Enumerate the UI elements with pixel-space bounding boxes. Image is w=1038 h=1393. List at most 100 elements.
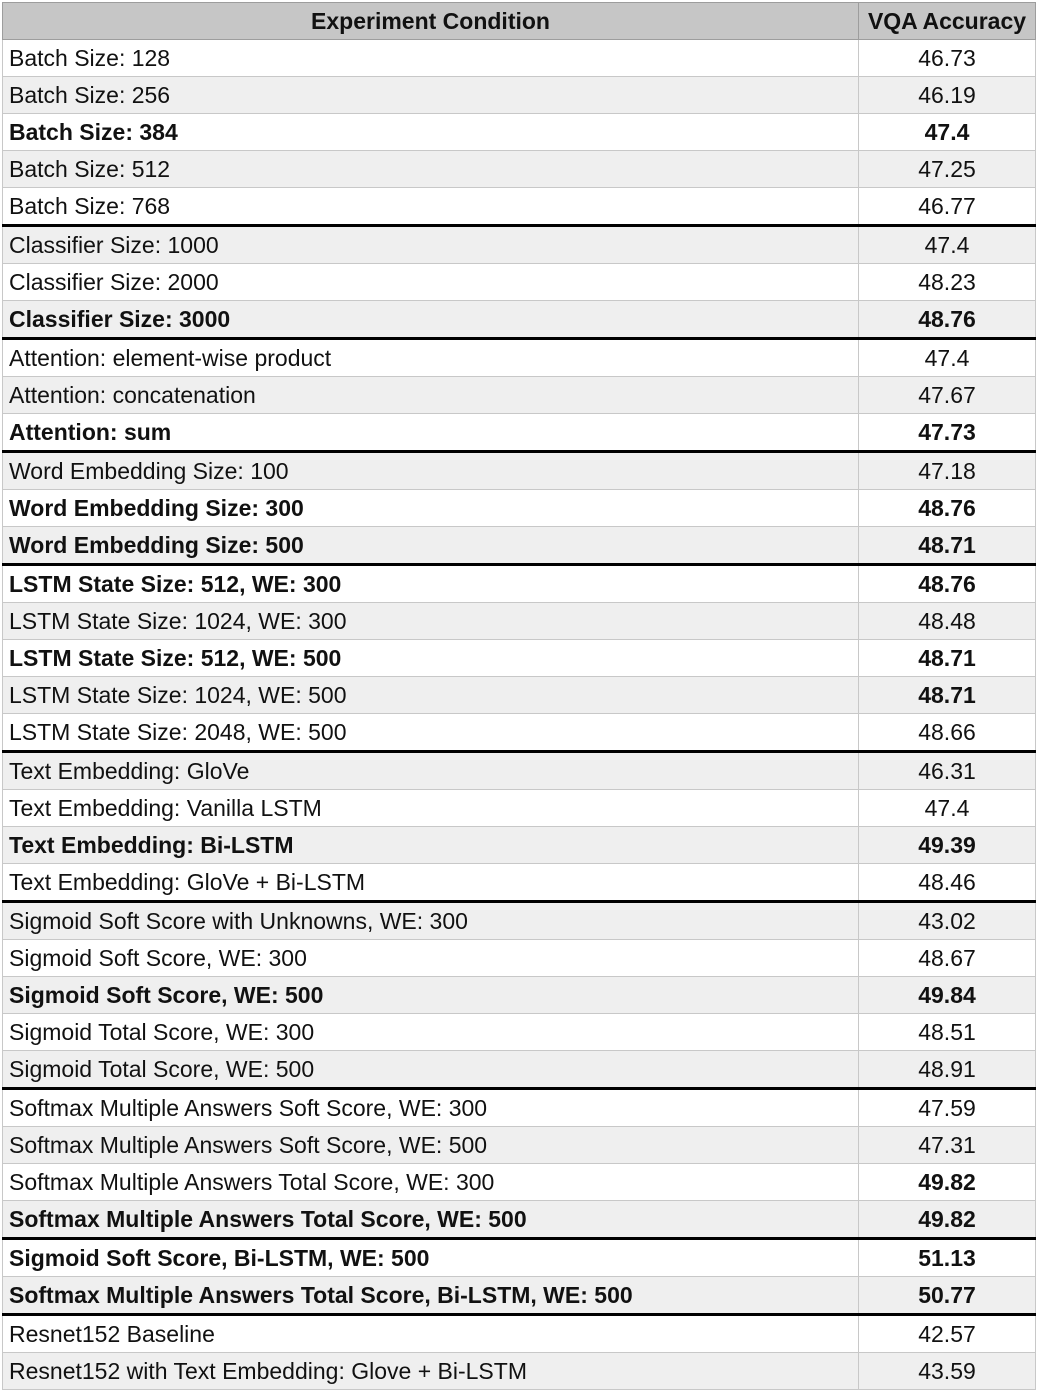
accuracy-cell: 42.57 bbox=[858, 1314, 1036, 1353]
table-row: Sigmoid Total Score, WE: 500 48.91 bbox=[2, 1050, 1036, 1090]
accuracy-cell: 47.59 bbox=[858, 1088, 1036, 1127]
accuracy-cell: 48.71 bbox=[858, 676, 1036, 714]
condition-cell: Batch Size: 384 bbox=[2, 113, 859, 151]
table-row: Sigmoid Soft Score, Bi-LSTM, WE: 500 51.1… bbox=[2, 1238, 1036, 1277]
accuracy-cell: 48.66 bbox=[858, 713, 1036, 753]
table-row: Softmax Multiple Answers Total Score, WE… bbox=[2, 1163, 1036, 1201]
accuracy-cell: 47.73 bbox=[858, 413, 1036, 453]
condition-cell: Resnet152 with Text Embedding: Glove + B… bbox=[2, 1352, 859, 1390]
accuracy-cell: 48.91 bbox=[858, 1050, 1036, 1090]
accuracy-cell: 49.84 bbox=[858, 976, 1036, 1014]
table-row: Sigmoid Soft Score with Unknowns, WE: 30… bbox=[2, 901, 1036, 940]
accuracy-cell: 47.31 bbox=[858, 1126, 1036, 1164]
condition-cell: Sigmoid Soft Score, Bi-LSTM, WE: 500 bbox=[2, 1238, 859, 1277]
condition-cell: LSTM State Size: 512, WE: 300 bbox=[2, 564, 859, 603]
table-row: Classifier Size: 1000 47.4 bbox=[2, 225, 1036, 264]
accuracy-cell: 47.4 bbox=[858, 789, 1036, 827]
accuracy-cell: 47.18 bbox=[858, 451, 1036, 490]
table-row: Word Embedding Size: 100 47.18 bbox=[2, 451, 1036, 490]
condition-cell: LSTM State Size: 1024, WE: 500 bbox=[2, 676, 859, 714]
condition-cell: Resnet152 Baseline bbox=[2, 1314, 859, 1353]
accuracy-cell: 43.02 bbox=[858, 901, 1036, 940]
table-row: Batch Size: 128 46.73 bbox=[2, 39, 1036, 77]
accuracy-cell: 48.76 bbox=[858, 300, 1036, 340]
table-row: Attention: element-wise product 47.4 bbox=[2, 338, 1036, 377]
accuracy-cell: 48.51 bbox=[858, 1013, 1036, 1051]
accuracy-cell: 48.76 bbox=[858, 489, 1036, 527]
condition-cell: Softmax Multiple Answers Total Score, WE… bbox=[2, 1163, 859, 1201]
table-row: Word Embedding Size: 500 48.71 bbox=[2, 526, 1036, 566]
table-row: Batch Size: 768 46.77 bbox=[2, 187, 1036, 227]
table-row: LSTM State Size: 512, WE: 300 48.76 bbox=[2, 564, 1036, 603]
condition-cell: Word Embedding Size: 500 bbox=[2, 526, 859, 566]
table-row: Text Embedding: Bi-LSTM 49.39 bbox=[2, 826, 1036, 864]
table-row: Word Embedding Size: 300 48.76 bbox=[2, 489, 1036, 527]
condition-cell: LSTM State Size: 1024, WE: 300 bbox=[2, 602, 859, 640]
accuracy-cell: 46.19 bbox=[858, 76, 1036, 114]
condition-cell: Sigmoid Soft Score, WE: 300 bbox=[2, 939, 859, 977]
table-row: Resnet152 Baseline 42.57 bbox=[2, 1314, 1036, 1353]
header-row: Experiment Condition VQA Accuracy bbox=[2, 2, 1036, 40]
accuracy-cell: 46.31 bbox=[858, 751, 1036, 790]
table-row: Softmax Multiple Answers Total Score, Bi… bbox=[2, 1276, 1036, 1316]
accuracy-cell: 49.82 bbox=[858, 1163, 1036, 1201]
table-row: Text Embedding: GloVe + Bi-LSTM 48.46 bbox=[2, 863, 1036, 903]
condition-cell: Batch Size: 256 bbox=[2, 76, 859, 114]
accuracy-cell: 46.73 bbox=[858, 39, 1036, 77]
condition-cell: LSTM State Size: 2048, WE: 500 bbox=[2, 713, 859, 753]
table-row: LSTM State Size: 512, WE: 500 48.71 bbox=[2, 639, 1036, 677]
table-row: LSTM State Size: 2048, WE: 500 48.66 bbox=[2, 713, 1036, 753]
condition-cell: Sigmoid Total Score, WE: 500 bbox=[2, 1050, 859, 1090]
condition-cell: Attention: sum bbox=[2, 413, 859, 453]
condition-cell: Text Embedding: Bi-LSTM bbox=[2, 826, 859, 864]
condition-cell: LSTM State Size: 512, WE: 500 bbox=[2, 639, 859, 677]
condition-cell: Sigmoid Total Score, WE: 300 bbox=[2, 1013, 859, 1051]
condition-cell: Softmax Multiple Answers Total Score, WE… bbox=[2, 1200, 859, 1240]
condition-cell: Word Embedding Size: 100 bbox=[2, 451, 859, 490]
accuracy-cell: 48.46 bbox=[858, 863, 1036, 903]
condition-cell: Sigmoid Soft Score with Unknowns, WE: 30… bbox=[2, 901, 859, 940]
condition-cell: Sigmoid Soft Score, WE: 500 bbox=[2, 976, 859, 1014]
condition-cell: Batch Size: 768 bbox=[2, 187, 859, 227]
accuracy-cell: 48.23 bbox=[858, 263, 1036, 301]
table-row: Sigmoid Soft Score, WE: 500 49.84 bbox=[2, 976, 1036, 1014]
condition-cell: Softmax Multiple Answers Soft Score, WE:… bbox=[2, 1126, 859, 1164]
accuracy-cell: 48.71 bbox=[858, 526, 1036, 566]
table-row: Batch Size: 256 46.19 bbox=[2, 76, 1036, 114]
condition-cell: Softmax Multiple Answers Total Score, Bi… bbox=[2, 1276, 859, 1316]
condition-cell: Batch Size: 128 bbox=[2, 39, 859, 77]
table-row: Softmax Multiple Answers Soft Score, WE:… bbox=[2, 1126, 1036, 1164]
accuracy-cell: 47.67 bbox=[858, 376, 1036, 414]
condition-cell: Word Embedding Size: 300 bbox=[2, 489, 859, 527]
accuracy-cell: 48.71 bbox=[858, 639, 1036, 677]
accuracy-cell: 48.76 bbox=[858, 564, 1036, 603]
condition-cell: Text Embedding: GloVe bbox=[2, 751, 859, 790]
accuracy-cell: 43.59 bbox=[858, 1352, 1036, 1390]
condition-cell: Text Embedding: GloVe + Bi-LSTM bbox=[2, 863, 859, 903]
condition-cell: Softmax Multiple Answers Soft Score, WE:… bbox=[2, 1088, 859, 1127]
table-row: Softmax Multiple Answers Total Score, WE… bbox=[2, 1200, 1036, 1240]
accuracy-cell: 47.4 bbox=[858, 338, 1036, 377]
table-row: Attention: concatenation 47.67 bbox=[2, 376, 1036, 414]
condition-cell: Attention: concatenation bbox=[2, 376, 859, 414]
table-row: Text Embedding: GloVe 46.31 bbox=[2, 751, 1036, 790]
header-experiment-condition: Experiment Condition bbox=[2, 2, 859, 40]
table-body: Batch Size: 128 46.73 Batch Size: 256 46.19… bbox=[2, 39, 1036, 1390]
table-row: Batch Size: 384 47.4 bbox=[2, 113, 1036, 151]
table-row: Attention: sum 47.73 bbox=[2, 413, 1036, 453]
accuracy-cell: 46.77 bbox=[858, 187, 1036, 227]
condition-cell: Text Embedding: Vanilla LSTM bbox=[2, 789, 859, 827]
accuracy-cell: 50.77 bbox=[858, 1276, 1036, 1316]
table-header: Experiment Condition VQA Accuracy bbox=[2, 2, 1036, 40]
accuracy-cell: 47.4 bbox=[858, 113, 1036, 151]
condition-cell: Batch Size: 512 bbox=[2, 150, 859, 188]
condition-cell: Classifier Size: 3000 bbox=[2, 300, 859, 340]
table-row: Softmax Multiple Answers Soft Score, WE:… bbox=[2, 1088, 1036, 1127]
accuracy-cell: 51.13 bbox=[858, 1238, 1036, 1277]
accuracy-cell: 49.82 bbox=[858, 1200, 1036, 1240]
table-row: Batch Size: 512 47.25 bbox=[2, 150, 1036, 188]
table-row: Resnet152 with Text Embedding: Glove + B… bbox=[2, 1352, 1036, 1390]
table-row: LSTM State Size: 1024, WE: 300 48.48 bbox=[2, 602, 1036, 640]
condition-cell: Classifier Size: 2000 bbox=[2, 263, 859, 301]
